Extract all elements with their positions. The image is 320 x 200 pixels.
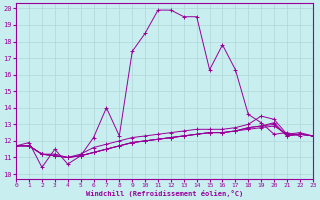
X-axis label: Windchill (Refroidissement éolien,°C): Windchill (Refroidissement éolien,°C): [86, 190, 243, 197]
